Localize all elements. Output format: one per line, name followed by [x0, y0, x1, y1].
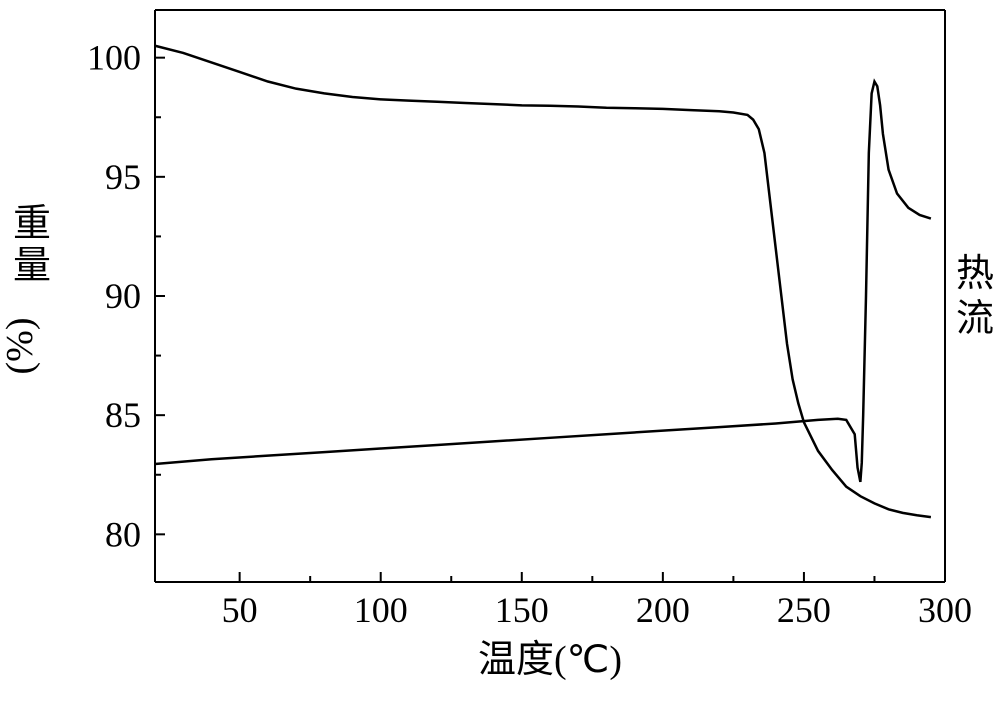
svg-text:量: 量 [13, 245, 51, 287]
svg-text:100: 100 [354, 590, 408, 630]
svg-text:300: 300 [918, 590, 972, 630]
svg-text:热: 热 [956, 253, 994, 295]
svg-text:100: 100 [87, 38, 141, 78]
heat_flow-line [155, 82, 931, 482]
svg-text:200: 200 [636, 590, 690, 630]
svg-text:80: 80 [105, 514, 141, 554]
svg-text:(%): (%) [0, 318, 41, 375]
svg-text:250: 250 [777, 590, 831, 630]
svg-text:85: 85 [105, 395, 141, 435]
svg-text:流: 流 [956, 298, 994, 340]
svg-text:90: 90 [105, 276, 141, 316]
tga-dsc-chart: 50 100 150 200 250 300 80 85 90 95 100 温度(℃) 重量 (%) 热流 [0, 0, 1000, 706]
svg-text:重: 重 [13, 203, 51, 245]
chart-container: 50 100 150 200 250 300 80 85 90 95 100 温度(℃) 重量 (%) 热流 [0, 0, 1000, 706]
svg-text:95: 95 [105, 157, 141, 197]
svg-text:温度(℃): 温度(℃) [478, 639, 622, 681]
svg-text:150: 150 [495, 590, 549, 630]
weight_percent-line [155, 46, 931, 517]
svg-text:50: 50 [222, 590, 258, 630]
